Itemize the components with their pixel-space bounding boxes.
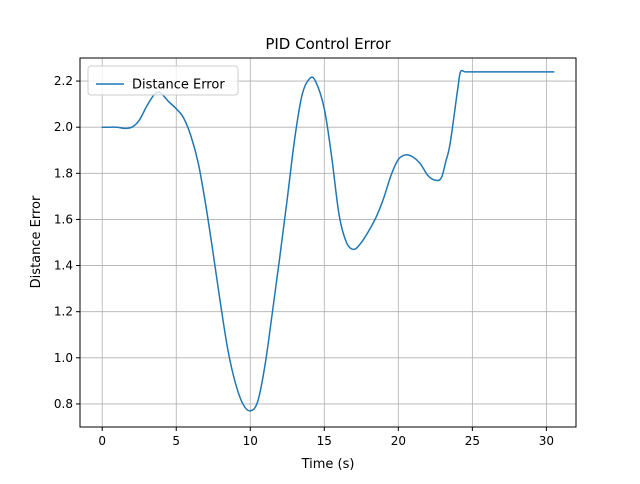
x-tick-label: 5 [172, 434, 180, 448]
x-tick-label: 25 [465, 434, 480, 448]
y-tick-label: 0.8 [54, 397, 73, 411]
x-axis-label: Time (s) [301, 457, 355, 472]
y-tick-label: 1.4 [54, 259, 73, 273]
x-tick-label: 30 [539, 434, 554, 448]
series-line-1 [101, 69, 555, 412]
x-tick-label: 20 [391, 434, 406, 448]
y-axis-label: Distance Error [29, 195, 44, 288]
y-tick-label: 1.2 [54, 305, 73, 319]
series-layer [101, 69, 555, 412]
legend-label: Distance Error [132, 78, 225, 93]
y-tick-label: 1.8 [54, 166, 73, 180]
y-tick-label: 2.0 [54, 120, 73, 134]
legend: Distance Error [87, 65, 239, 96]
grid-layer [80, 58, 576, 427]
plot-frame [79, 57, 577, 428]
legend-box [87, 65, 239, 96]
chart-title: PID Control Error [265, 35, 391, 53]
x-axis: 0 5 10 15 20 25 30 [98, 427, 554, 448]
x-tick-label: 0 [98, 434, 106, 448]
y-tick-label: 1.6 [54, 212, 73, 226]
y-axis: 0.8 1.0 1.2 1.4 1.6 1.8 2.0 2.2 [54, 74, 80, 411]
y-tick-label: 2.2 [54, 74, 73, 88]
x-tick-label: 10 [243, 434, 258, 448]
y-tick-label: 1.0 [54, 351, 73, 365]
x-tick-label: 15 [317, 434, 332, 448]
